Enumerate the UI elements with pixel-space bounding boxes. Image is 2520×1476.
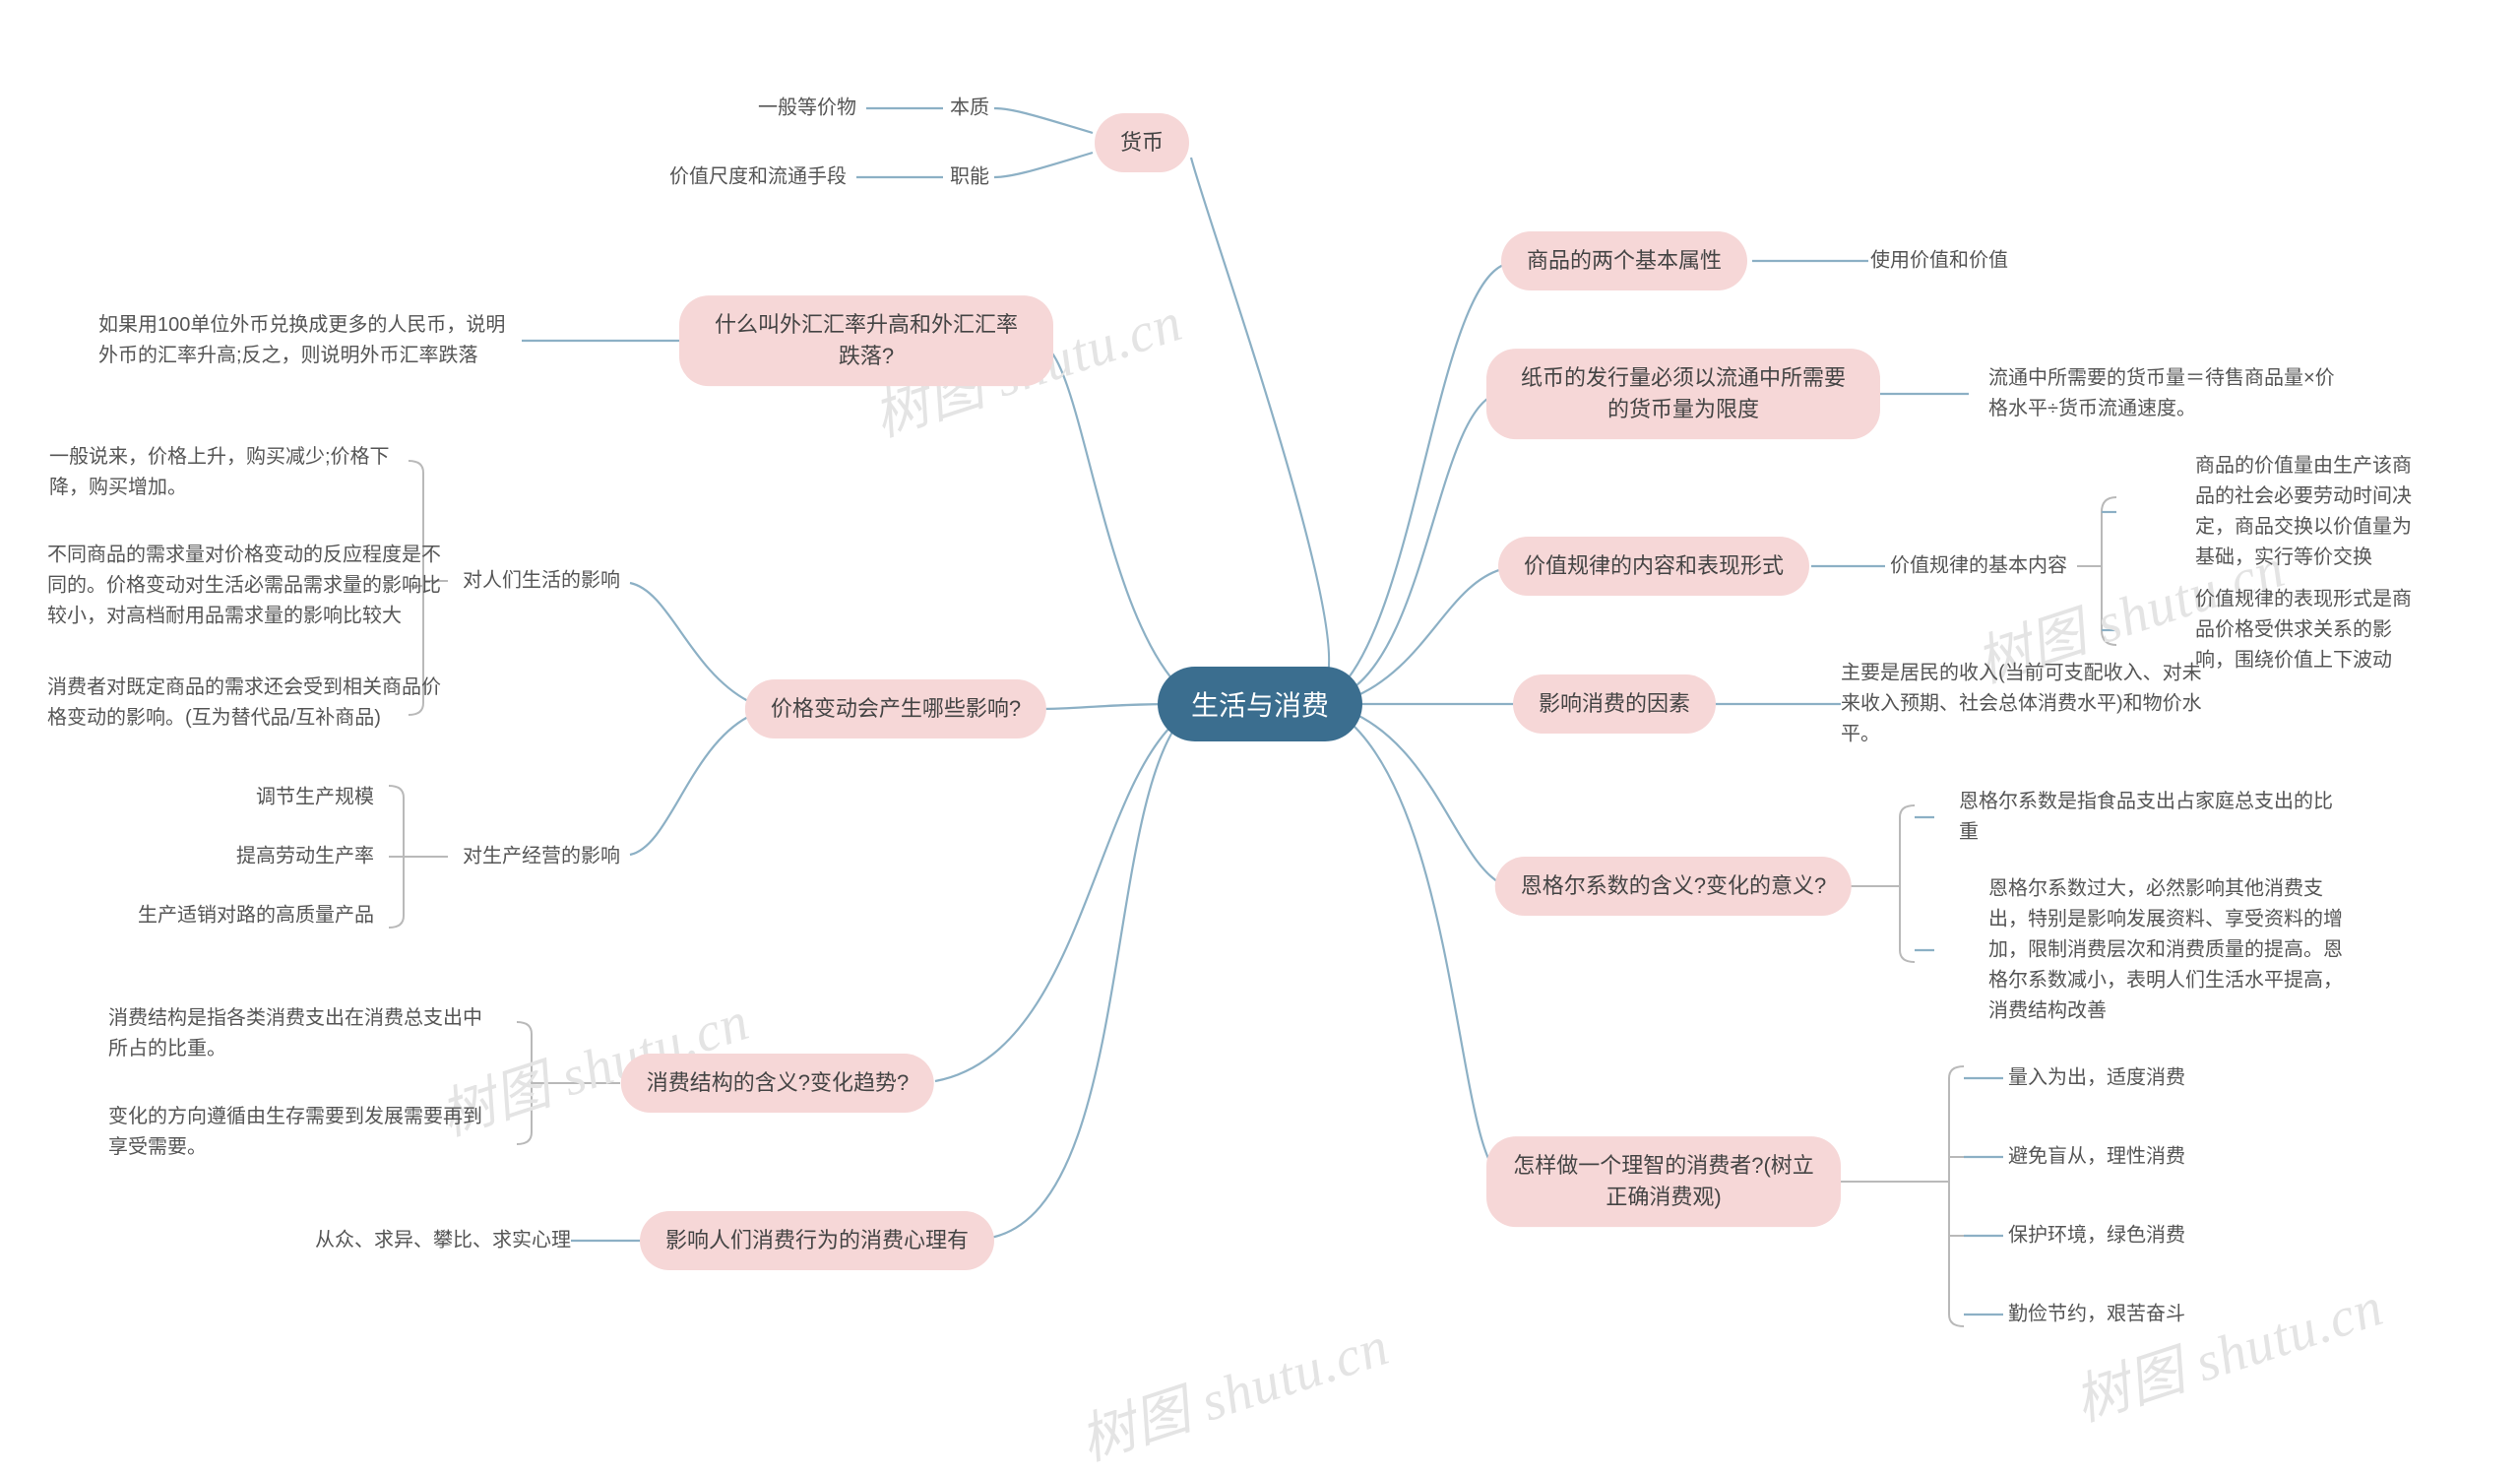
topic-rational-consumer[interactable]: 怎样做一个理智的消费者?(树立正确消费观) [1486, 1136, 1841, 1227]
topic-currency[interactable]: 货币 [1095, 113, 1189, 172]
topic-paper-money[interactable]: 纸币的发行量必须以流通中所需要的货币量为限度 [1486, 349, 1880, 439]
mindmap-canvas: 树图 shutu.cn 树图 shutu.cn 树图 shutu.cn 树图 s… [0, 0, 2520, 1407]
leaf-life2: 不同商品的需求量对价格变动的反应程度是不同的。价格变动对生活必需品需求量的影响比… [47, 541, 441, 632]
topic-attributes[interactable]: 商品的两个基本属性 [1501, 231, 1747, 290]
leaf-engel-meaning: 恩格尔系数过大，必然影响其他消费支出，特别是影响发展资料、享受资料的增加，限制消… [1988, 874, 2343, 1027]
watermark: 树图 shutu.cn [1068, 1302, 1397, 1476]
leaf-prod2: 提高劳动生产率 [236, 842, 374, 872]
topic-exchange-rate[interactable]: 什么叫外汇汇率升高和外汇汇率跌落? [679, 295, 1053, 386]
topic-engel[interactable]: 恩格尔系数的含义?变化的意义? [1495, 857, 1852, 916]
topic-structure[interactable]: 消费结构的含义?变化趋势? [621, 1054, 934, 1113]
sub-prod-effect: 对生产经营的影响 [463, 842, 620, 872]
leaf-rc3: 保护环境，绿色消费 [2008, 1221, 2185, 1251]
leaf-equivalent: 一般等价物 [758, 94, 856, 124]
sub-life-effect: 对人们生活的影响 [463, 566, 620, 597]
sub-essence: 本质 [950, 94, 989, 124]
leaf-law-2: 价值规律的表现形式是商品价格受供求关系的影响，围绕价值上下波动 [2195, 585, 2412, 676]
leaf-income: 主要是居民的收入(当前可支配收入、对未来收入预期、社会总体消费水平)和物价水平。 [1841, 659, 2215, 750]
leaf-circulation: 流通中所需要的货币量＝待售商品量×价格水平÷货币流通速度。 [1988, 363, 2343, 424]
topic-value-law[interactable]: 价值规律的内容和表现形式 [1498, 537, 1809, 596]
topic-consume-factor[interactable]: 影响消费的因素 [1513, 674, 1716, 734]
leaf-prod1: 调节生产规模 [256, 783, 374, 813]
topic-psych[interactable]: 影响人们消费行为的消费心理有 [640, 1211, 994, 1270]
sub-function: 职能 [950, 162, 989, 193]
leaf-measure: 价值尺度和流通手段 [669, 162, 847, 193]
leaf-usevalue: 使用价值和价值 [1870, 246, 2008, 277]
leaf-struct2: 变化的方向遵循由生存需要到发展需要再到享受需要。 [108, 1102, 482, 1163]
leaf-rc4: 勤俭节约，艰苦奋斗 [2008, 1300, 2185, 1330]
leaf-psych: 从众、求异、攀比、求实心理 [315, 1226, 571, 1256]
watermark: 树图 shutu.cn [2062, 1262, 2391, 1438]
leaf-rc2: 避免盲从，理性消费 [2008, 1142, 2185, 1173]
leaf-life1: 一般说来，价格上升，购买减少;价格下降，购买增加。 [49, 442, 423, 503]
leaf-exrate: 如果用100单位外币兑换成更多的人民币，说明外币的汇率升高;反之，则说明外币汇率… [98, 310, 512, 371]
leaf-law-1: 商品的价值量由生产该商品的社会必要劳动时间决定，商品交换以价值量为基础，实行等价… [2195, 451, 2412, 573]
sub-law-content: 价值规律的基本内容 [1890, 551, 2067, 582]
leaf-struct1: 消费结构是指各类消费支出在消费总支出中所占的比重。 [108, 1003, 482, 1064]
topic-price-effect[interactable]: 价格变动会产生哪些影响? [745, 679, 1046, 738]
leaf-rc1: 量入为出，适度消费 [2008, 1063, 2185, 1094]
root-node[interactable]: 生活与消费 [1158, 667, 1362, 741]
leaf-engel-def: 恩格尔系数是指食品支出占家庭总支出的比重 [1959, 787, 2333, 848]
leaf-prod3: 生产适销对路的高质量产品 [138, 901, 374, 931]
leaf-life3: 消费者对既定商品的需求还会受到相关商品价格变动的影响。(互为替代品/互补商品) [47, 673, 441, 734]
